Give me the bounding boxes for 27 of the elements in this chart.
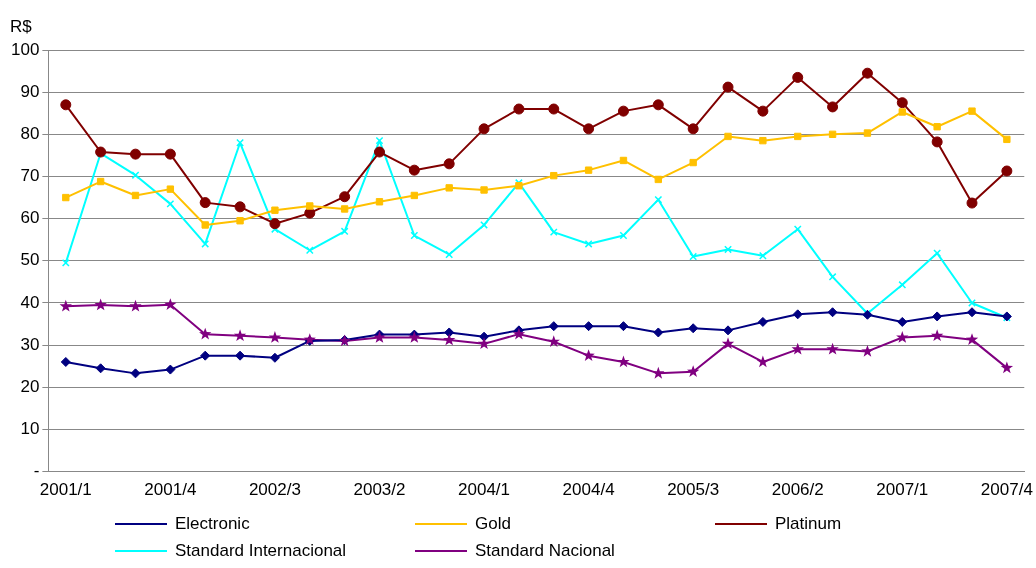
y-tick-label: 40 bbox=[20, 292, 40, 312]
y-tick-label: 100 bbox=[10, 39, 40, 59]
x-tick-label: 2006/2 bbox=[771, 480, 824, 500]
x-tick-label: 2007/4 bbox=[980, 480, 1033, 500]
y-tick-label: 70 bbox=[20, 166, 40, 186]
y-tick-label: 50 bbox=[20, 250, 40, 270]
legend-label: Platinum bbox=[775, 513, 842, 533]
x-tick-label: 2002/3 bbox=[248, 480, 301, 500]
legend-label: Standard Internacional bbox=[175, 540, 347, 560]
legend-label: Gold bbox=[475, 513, 511, 533]
x-tick-label: 2007/1 bbox=[876, 480, 929, 500]
legend-label: Standard Nacional bbox=[475, 540, 615, 560]
y-tick-label: 20 bbox=[20, 376, 40, 396]
y-tick-label: 90 bbox=[20, 81, 40, 101]
y-tick-label: 30 bbox=[20, 334, 40, 354]
y-tick-label: - bbox=[33, 461, 40, 481]
legend-label: Electronic bbox=[175, 513, 251, 533]
y-tick-label: 60 bbox=[20, 208, 40, 228]
x-tick-label: 2004/4 bbox=[562, 480, 615, 500]
x-tick-label: 2005/3 bbox=[667, 480, 720, 500]
x-tick-label: 2001/1 bbox=[39, 480, 92, 500]
y-tick-label: 80 bbox=[20, 124, 40, 144]
x-tick-label: 2003/2 bbox=[353, 480, 406, 500]
y-axis-title: R$ bbox=[10, 17, 33, 37]
x-tick-label: 2001/4 bbox=[144, 480, 197, 500]
y-tick-label: 10 bbox=[20, 419, 40, 439]
x-tick-label: 2004/1 bbox=[458, 480, 511, 500]
